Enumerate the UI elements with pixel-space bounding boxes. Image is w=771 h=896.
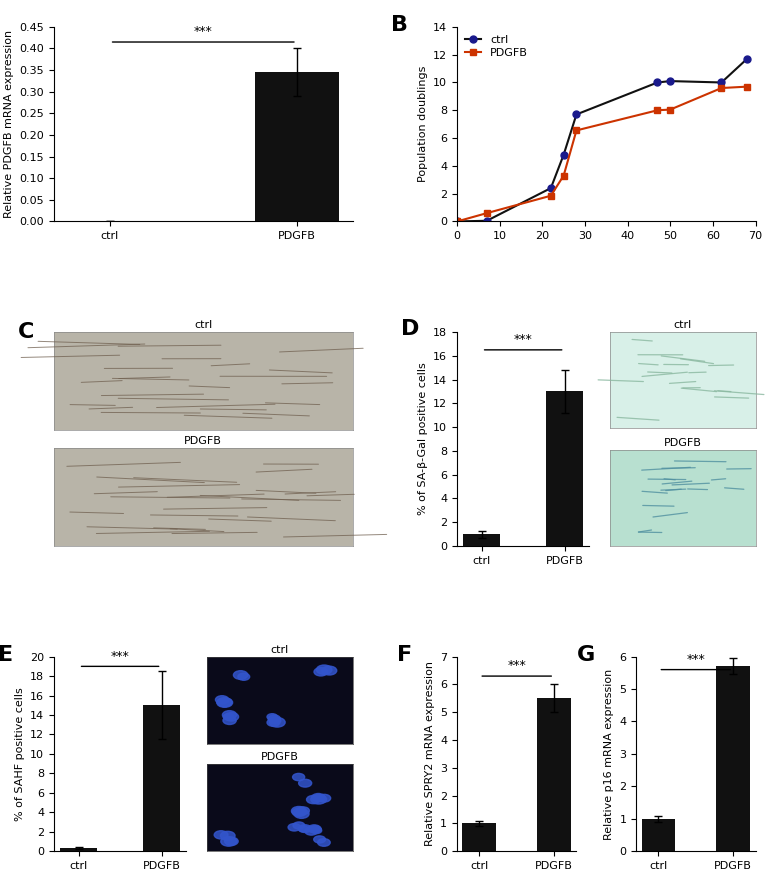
- PDGFB: [717, 82, 726, 93]
- Circle shape: [267, 714, 278, 720]
- ctrl: [482, 215, 491, 226]
- Circle shape: [214, 831, 228, 839]
- ctrl: [742, 54, 752, 65]
- Circle shape: [234, 671, 247, 679]
- Circle shape: [291, 806, 306, 815]
- PDGFB: [482, 208, 491, 219]
- Circle shape: [308, 825, 321, 832]
- Circle shape: [297, 807, 309, 814]
- Text: G: G: [577, 645, 594, 665]
- ctrl: [559, 150, 568, 160]
- Bar: [463, 823, 497, 851]
- Text: C: C: [19, 323, 35, 342]
- Circle shape: [314, 836, 325, 843]
- Text: ctrl: ctrl: [674, 320, 692, 330]
- Circle shape: [292, 808, 306, 816]
- Y-axis label: % of SA-β-Gal positive cells: % of SA-β-Gal positive cells: [418, 363, 428, 515]
- Y-axis label: Relative p16 mRNA expression: Relative p16 mRNA expression: [604, 668, 614, 840]
- Circle shape: [314, 668, 328, 676]
- Text: PDGFB: PDGFB: [261, 752, 298, 762]
- Circle shape: [322, 666, 337, 675]
- Y-axis label: Relative SPRY2 mRNA expression: Relative SPRY2 mRNA expression: [425, 661, 435, 847]
- Circle shape: [311, 794, 325, 802]
- Circle shape: [270, 717, 281, 724]
- Circle shape: [215, 695, 229, 703]
- ctrl: [717, 77, 726, 88]
- Circle shape: [318, 839, 330, 847]
- Circle shape: [298, 780, 311, 787]
- PDGFB: [742, 82, 752, 92]
- Text: ctrl: ctrl: [194, 320, 212, 330]
- Line: ctrl: ctrl: [453, 56, 750, 225]
- Y-axis label: % of SAHF positive cells: % of SAHF positive cells: [15, 687, 25, 821]
- Circle shape: [224, 837, 238, 845]
- PDGFB: [653, 105, 662, 116]
- Circle shape: [293, 822, 305, 829]
- ctrl: [665, 75, 675, 86]
- Circle shape: [294, 809, 309, 818]
- PDGFB: [546, 190, 555, 201]
- Bar: [254, 73, 339, 221]
- Text: ***: ***: [194, 25, 213, 38]
- Circle shape: [269, 718, 285, 727]
- Y-axis label: Population doublings: Population doublings: [418, 66, 428, 183]
- Text: F: F: [397, 645, 412, 665]
- Circle shape: [311, 827, 322, 833]
- Bar: [60, 849, 97, 851]
- Circle shape: [316, 665, 332, 675]
- Text: ***: ***: [111, 650, 130, 663]
- Circle shape: [217, 698, 233, 707]
- PDGFB: [453, 216, 462, 227]
- Bar: [463, 534, 500, 546]
- ctrl: [572, 109, 581, 120]
- Circle shape: [224, 712, 238, 721]
- Circle shape: [288, 823, 301, 831]
- Circle shape: [223, 717, 236, 725]
- PDGFB: [665, 104, 675, 115]
- Text: D: D: [402, 319, 420, 340]
- Circle shape: [309, 826, 322, 833]
- Legend: ctrl, PDGFB: ctrl, PDGFB: [463, 32, 530, 60]
- ctrl: [453, 216, 462, 227]
- Circle shape: [221, 831, 235, 840]
- Bar: [546, 392, 584, 546]
- ctrl: [546, 183, 555, 194]
- Text: B: B: [392, 15, 409, 35]
- PDGFB: [572, 125, 581, 136]
- Circle shape: [268, 715, 281, 722]
- Circle shape: [267, 719, 280, 727]
- Y-axis label: Relative PDGFB mRNA expression: Relative PDGFB mRNA expression: [4, 30, 14, 219]
- Text: PDGFB: PDGFB: [664, 438, 702, 448]
- PDGFB: [559, 170, 568, 181]
- Circle shape: [221, 837, 237, 846]
- Circle shape: [318, 795, 331, 802]
- Text: ***: ***: [507, 659, 526, 672]
- Bar: [641, 819, 675, 851]
- Text: ctrl: ctrl: [271, 645, 289, 655]
- Circle shape: [238, 673, 250, 680]
- Bar: [537, 698, 571, 851]
- Text: ***: ***: [686, 652, 705, 666]
- ctrl: [653, 77, 662, 88]
- Circle shape: [217, 698, 232, 707]
- Circle shape: [298, 824, 311, 832]
- Circle shape: [305, 827, 318, 835]
- Bar: [143, 705, 180, 851]
- Text: E: E: [0, 645, 14, 665]
- Line: PDGFB: PDGFB: [453, 83, 750, 225]
- Circle shape: [307, 796, 320, 804]
- Text: PDGFB: PDGFB: [184, 436, 222, 446]
- Circle shape: [292, 773, 305, 780]
- Circle shape: [298, 826, 308, 831]
- Circle shape: [224, 714, 234, 720]
- Circle shape: [222, 711, 237, 719]
- Text: ***: ***: [513, 333, 533, 346]
- Bar: [716, 667, 750, 851]
- Circle shape: [311, 795, 327, 804]
